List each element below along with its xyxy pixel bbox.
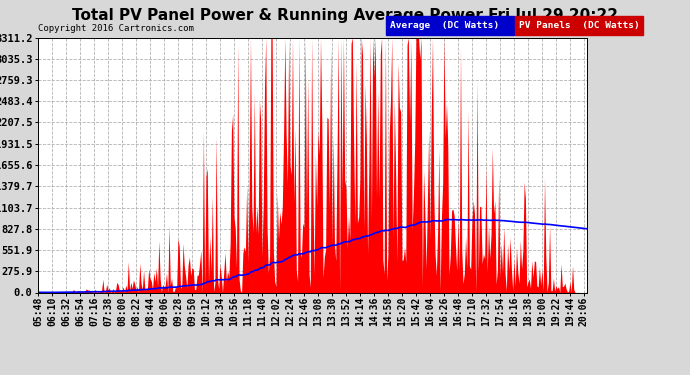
Text: PV Panels  (DC Watts): PV Panels (DC Watts) xyxy=(519,21,640,30)
Text: Total PV Panel Power & Running Average Power Fri Jul 29 20:22: Total PV Panel Power & Running Average P… xyxy=(72,8,618,23)
Text: Copyright 2016 Cartronics.com: Copyright 2016 Cartronics.com xyxy=(38,24,194,33)
Text: Average  (DC Watts): Average (DC Watts) xyxy=(390,21,499,30)
